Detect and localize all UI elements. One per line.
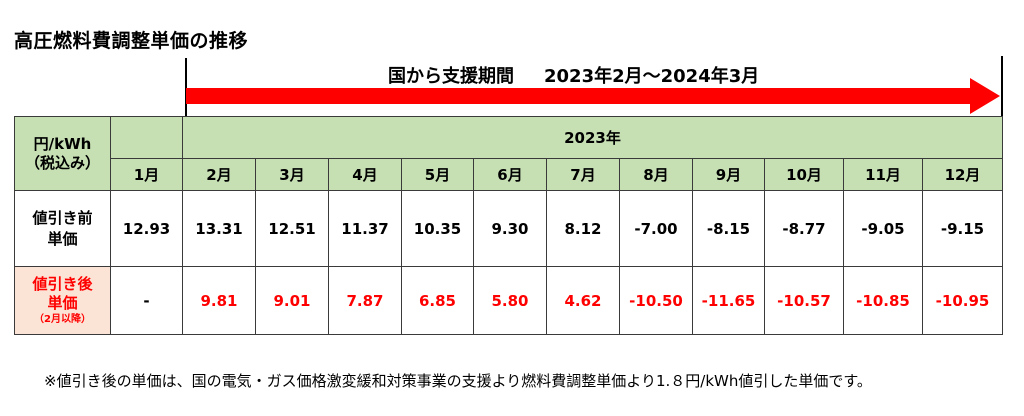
pre-discount-value: 10.35 [401,190,474,267]
pre-discount-value: 12.51 [255,190,329,267]
unit-header-cell: 円/kWh （税込み） [14,116,111,191]
post-discount-value: -11.65 [692,266,765,335]
support-period-label: 国から支援期間 2023年2月～2024年3月 [388,62,759,88]
pre-discount-value: -7.00 [619,190,693,267]
post-discount-label-line2: 単価 [47,293,78,312]
pre-discount-value: 13.31 [182,190,256,267]
month-header: 2月 [182,158,256,191]
pre-discount-value: -9.15 [922,190,1003,267]
post-discount-value: 5.80 [473,266,547,335]
support-period-arrow [186,78,1000,114]
month-header: 8月 [619,158,693,191]
pre-discount-value: 8.12 [546,190,620,267]
post-discount-row: 値引き後 単価 （2月以降） - 9.81 9.01 7.87 6.85 5.8… [14,266,1003,335]
pre-discount-value: -8.15 [692,190,765,267]
pre-discount-value: -9.05 [843,190,923,267]
post-discount-value: -10.95 [922,266,1003,335]
post-discount-label: 値引き後 単価 （2月以降） [14,266,111,335]
price-table: 円/kWh （税込み） 2023年 1月 2月 3月 4月 5月 6月 7月 8… [14,116,1003,335]
month-header: 9月 [692,158,765,191]
month-header: 11月 [843,158,923,191]
post-discount-label-line1: 値引き後 [32,274,93,293]
support-arrow-shape [186,78,1000,114]
month-header: 6月 [473,158,547,191]
pre-discount-label-line1: 値引き前 [32,208,93,227]
support-end-line [1001,56,1003,118]
unit-label: 円/kWh [33,134,92,153]
month-header: 5月 [401,158,474,191]
post-discount-value: - [110,266,183,335]
year-header-blank [110,116,183,159]
post-discount-value: 7.87 [328,266,402,335]
post-discount-value: 9.01 [255,266,329,335]
post-discount-value: 9.81 [182,266,256,335]
year-header-row: 円/kWh （税込み） 2023年 [14,116,1003,191]
support-start-line [185,58,187,118]
post-discount-value: 6.85 [401,266,474,335]
post-discount-value: 4.62 [546,266,620,335]
post-discount-value: -10.85 [843,266,923,335]
pre-discount-value: 9.30 [473,190,547,267]
footnote: ※値引き後の単価は、国の電気・ガス価格激変緩和対策事業の支援より燃料費調整単価よ… [44,372,872,390]
post-discount-value: -10.57 [764,266,844,335]
pre-discount-label-line2: 単価 [47,229,78,248]
month-header: 10月 [764,158,844,191]
month-header-row: 1月 2月 3月 4月 5月 6月 7月 8月 9月 10月 11月 12月 [15,158,1003,191]
month-header: 3月 [255,158,329,191]
pre-discount-label: 値引き前 単価 [14,190,111,267]
pre-discount-value: 11.37 [328,190,402,267]
post-discount-value: -10.50 [619,266,693,335]
tax-label: （税込み） [24,153,100,172]
post-discount-label-note: （2月以降） [34,313,91,325]
month-header: 4月 [328,158,402,191]
pre-discount-value: 12.93 [110,190,183,267]
support-period-range: 2023年2月～2024年3月 [544,66,760,87]
year-header: 2023年 [182,116,1003,159]
month-header: 12月 [922,158,1003,191]
page-title: 高圧燃料費調整単価の推移 [14,30,249,52]
support-period-title: 国から支援期間 [388,66,514,87]
month-header: 7月 [546,158,620,191]
pre-discount-row: 値引き前 単価 12.93 13.31 12.51 11.37 10.35 9.… [14,190,1003,267]
pre-discount-value: -8.77 [764,190,844,267]
month-header: 1月 [110,158,183,191]
